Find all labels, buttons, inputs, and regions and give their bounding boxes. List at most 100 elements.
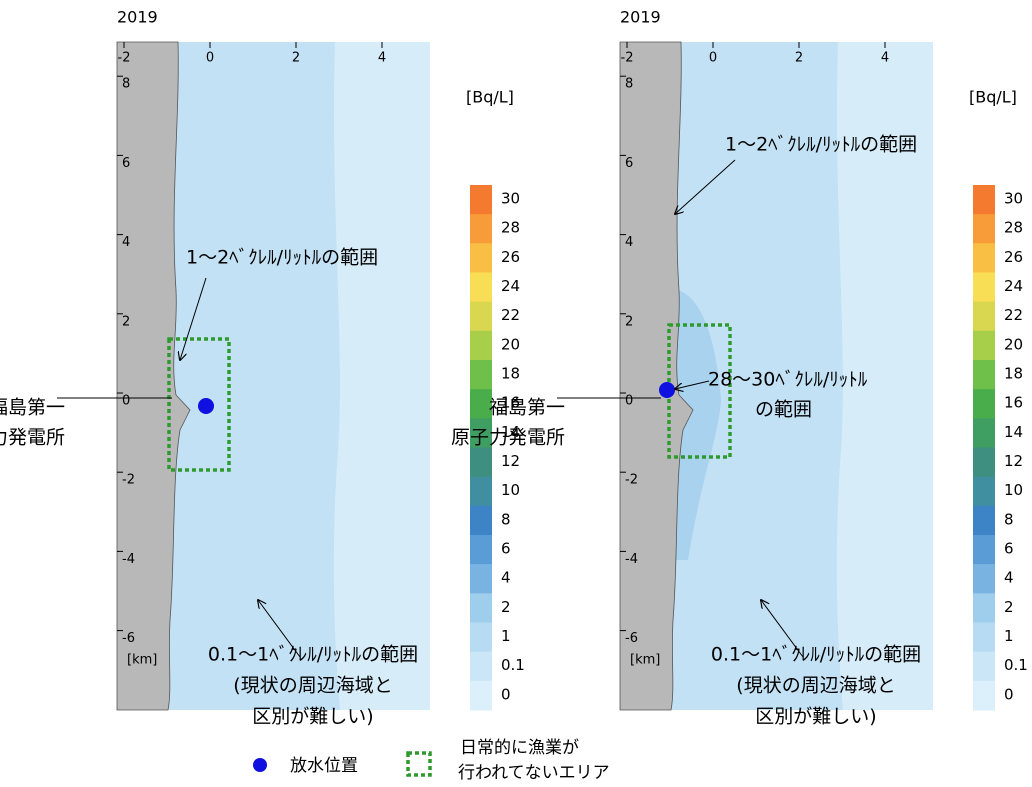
arrow <box>258 600 301 658</box>
colorbar-label: 10 <box>501 481 520 499</box>
colorbar-bin <box>470 593 492 623</box>
colorbar-label: 14 <box>1004 423 1023 441</box>
non-fishing-area <box>167 337 231 472</box>
colorbar-bin <box>973 243 995 273</box>
colorbar-label: 26 <box>501 248 520 266</box>
colorbar-bin <box>973 476 995 507</box>
legend-label: 日常的に漁業が <box>460 738 579 758</box>
colorbar-label: 0 <box>1004 685 1014 703</box>
colorbar-label: 30 <box>1004 190 1023 208</box>
colorbar-bin <box>973 622 995 653</box>
background-label: 区別が難しい) <box>252 706 373 728</box>
non-fishing-area <box>667 323 732 459</box>
colorbar-label: 0.1 <box>1004 656 1028 674</box>
y-tick-label: 6 <box>625 156 633 171</box>
land <box>116 41 191 711</box>
colorbar-bin <box>470 243 492 273</box>
background-label: 0.1～1ﾍﾞｸﾚﾙ/ﾘｯﾄﾙの範囲 <box>711 644 921 666</box>
colorbar-bin <box>470 535 492 565</box>
colorbar-label: 16 <box>501 394 520 412</box>
y-tick-label: 8 <box>625 77 633 92</box>
y-tick-label: -6 <box>122 631 135 646</box>
y-tick-label: 8 <box>122 77 130 92</box>
colorbar-label: 1 <box>1004 627 1014 645</box>
outfall-point <box>198 398 214 414</box>
colorbar-label: 30 <box>501 190 520 208</box>
colorbar-bin <box>470 360 492 390</box>
colorbar-bin <box>470 651 492 682</box>
colorbar-label: 24 <box>501 277 520 295</box>
colorbar-label: 2 <box>501 598 511 616</box>
colorbar-bin <box>470 418 492 448</box>
colorbar-bin <box>973 651 995 682</box>
legend-label: 放水位置 <box>290 756 358 776</box>
colorbar-bin <box>470 622 492 653</box>
colorbar-bin <box>470 272 492 303</box>
colorbar-bin <box>973 214 995 244</box>
y-tick-label: 4 <box>122 235 130 250</box>
colorbar-label: 28 <box>501 219 520 237</box>
arrow <box>180 277 207 360</box>
y-tick-label: -2 <box>122 473 135 488</box>
colorbar-label: 20 <box>1004 335 1023 353</box>
colorbar-label: 28 <box>1004 219 1023 237</box>
panel-year: 2019 <box>620 8 661 27</box>
x-tick-label: 2 <box>795 51 803 66</box>
y-tick-label: -6 <box>625 631 638 646</box>
outfall-point <box>659 382 675 398</box>
colorbar-label: 8 <box>1004 510 1014 528</box>
colorbar-bin <box>470 680 492 711</box>
colorbar-label: 18 <box>1004 365 1023 383</box>
y-tick-label: -4 <box>122 552 135 567</box>
colorbar-unit: [Bq/L] <box>466 88 514 107</box>
y-tick-label: 4 <box>625 235 633 250</box>
peak-label: 28～30ﾍﾞｸﾚﾙ/ﾘｯﾄﾙ <box>708 369 868 391</box>
colorbar-label: 24 <box>1004 277 1023 295</box>
colorbar-label: 14 <box>501 423 520 441</box>
colorbar-bin <box>470 505 492 536</box>
arrow <box>675 380 710 389</box>
arrow <box>675 159 736 214</box>
y-tick-label: 6 <box>122 156 130 171</box>
colorbar-label: 26 <box>1004 248 1023 266</box>
plant-label: 福島第一 <box>489 397 565 419</box>
x-tick-label: 0 <box>206 51 214 66</box>
y-tick-label: -2 <box>625 473 638 488</box>
y-tick-label: 2 <box>625 314 633 329</box>
colorbar-label: 22 <box>501 306 520 324</box>
colorbar-label: 18 <box>501 365 520 383</box>
colorbar-bin <box>973 272 995 303</box>
plant-label: 原子力発電所 <box>451 427 565 449</box>
colorbar-label: 22 <box>1004 306 1023 324</box>
x-tick-label: -2 <box>621 51 634 66</box>
colorbar-bin <box>470 389 492 419</box>
colorbar-label: 8 <box>501 510 511 528</box>
near-shore-zone <box>663 42 843 710</box>
colorbar-label: 4 <box>1004 569 1014 587</box>
colorbar-unit: [Bq/L] <box>969 88 1017 107</box>
y-tick-label: 0 <box>625 394 633 409</box>
x-tick-label: -2 <box>118 51 131 66</box>
colorbar-bin <box>973 301 995 332</box>
x-tick-label: 0 <box>709 51 717 66</box>
colorbar-label: 12 <box>1004 452 1023 470</box>
colorbar-bin <box>973 185 995 215</box>
legend-label: 行われてないエリア <box>458 763 610 783</box>
colorbar-label: 0 <box>501 685 511 703</box>
colorbar-bin <box>470 476 492 507</box>
y-tick-label: 0 <box>122 394 130 409</box>
colorbar-bin <box>973 593 995 623</box>
background-label: (現状の周辺海域と <box>736 675 895 697</box>
range-label: 1～2ﾍﾞｸﾚﾙ/ﾘｯﾄﾙの範囲 <box>725 134 917 156</box>
near-shore-zone <box>160 42 340 710</box>
unit-label: [km] <box>127 653 157 668</box>
colorbar-label: 6 <box>1004 540 1014 558</box>
colorbar-label: 1 <box>501 627 511 645</box>
panel-year: 2019 <box>117 8 158 27</box>
arrow <box>761 600 804 658</box>
colorbar-bin <box>470 301 492 332</box>
colorbar-bin <box>470 564 492 594</box>
colorbar-bin <box>973 330 995 361</box>
colorbar-bin <box>973 564 995 594</box>
range-label: 1～2ﾍﾞｸﾚﾙ/ﾘｯﾄﾙの範囲 <box>186 247 378 269</box>
